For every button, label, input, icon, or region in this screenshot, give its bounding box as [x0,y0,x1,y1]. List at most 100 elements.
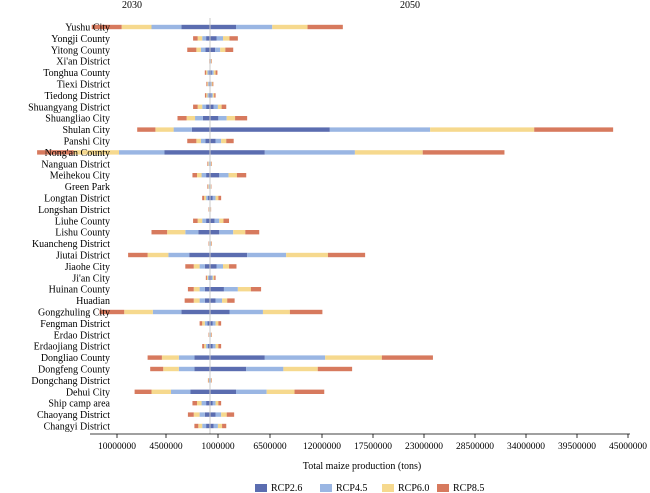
bar-2030-rcp2-6-tiedong-district [208,93,210,98]
bar-2030-rcp4-5-ji-an-city [207,275,209,280]
bar-2050-rcp2-6-meihekou-city [210,173,220,178]
bar-2030-rcp6-0-jiutai-district [147,252,169,258]
category-label-green-park: Green Park [65,182,110,193]
bar-2030-rcp6-0-erdaojiang-district [204,344,207,349]
bar-2050-rcp4-5-dongfeng-county [246,366,284,372]
bar-2030-rcp4-5-nanguan-district [208,161,210,166]
category-label-liuhe-county: Liuhe County [55,216,110,227]
bar-2030-rcp4-5-yushu-city [151,24,182,30]
bar-2050-rcp2-6-dongfeng-county [210,366,247,372]
x-tick-label: 1000000 [201,442,235,452]
bar-2030-rcp6-0-huinan-county [193,287,200,292]
bar-2030-rcp6-0-meihekou-city [197,173,202,178]
category-label-ji-an-city: Ji'an City [72,273,110,284]
x-tick-label: 4500000 [149,442,183,452]
bar-2030-rcp4-5-panshi-city [200,138,206,144]
bar-2030-rcp2-6-yongji-county [206,36,210,41]
bar-2030-rcp6-0-yitong-county [196,47,201,52]
bar-2030-rcp6-0-gongzhuling-city [124,309,153,315]
bar-2030-rcp8-5-tiedong-district [204,93,207,98]
bar-2050-rcp4-5-panshi-city [215,138,222,144]
bar-2050-rcp8-5-shulan-city [534,127,614,132]
bar-2030-rcp6-0-shuangyang-district [197,104,203,109]
legend-label-rcp4-5: RCP4.5 [336,483,367,493]
bar-2030-rcp8-5-huadian [184,298,194,303]
bar-2050-rcp4-5-dongliao-county [264,355,326,360]
bar-2030-rcp6-0-changyi-district [198,423,203,429]
x-tick-label: 28500000 [456,442,494,452]
category-label-dehui-city: Dehui City [66,387,110,398]
x-tick-label: 6500000 [253,442,287,452]
bar-2030-rcp8-5-lishu-county [151,230,168,235]
bar-2030-rcp4-5-gongzhuling-city [152,309,182,315]
bar-2050-rcp6-0-tiexi-district [211,81,213,87]
bar-2050-rcp8-5-panshi-city [226,138,234,144]
bar-2030-rcp8-5-ship-camp-area [192,401,197,406]
category-label-nanguan-district: Nanguan District [41,159,110,170]
bar-2030-rcp8-5-tiexi-district [206,81,208,87]
bar-2030-rcp6-0-green-park [208,184,209,189]
bar-2050-rcp8-5-tonghua-county [215,70,218,75]
bar-2030-rcp6-0-tiedong-district [206,93,208,98]
bar-2030-rcp8-5-tonghua-county [204,70,207,75]
bar-2050-rcp2-6-gongzhuling-city [210,309,230,315]
bar-2050-rcp2-6-jiutai-district [210,252,248,258]
bar-2050-rcp8-5-tiedong-district [214,93,216,98]
bar-2030-rcp4-5-jiutai-district [168,252,190,258]
legend: RCP2.6 RCP4.5 RCP6.0 RCP8.5 [255,483,484,493]
bar-2030-rcp2-6-shuangliao-city [202,116,210,121]
bar-2030-rcp4-5-nong-an-county [119,150,165,155]
bar-2050-rcp4-5-nong-an-county [264,150,355,155]
bar-2050-rcp6-0-shulan-city [430,127,535,132]
bar-2030-rcp4-5-meihekou-city [201,173,207,178]
bar-2030-rcp8-5-liuhe-county [193,218,198,223]
bar-2030-rcp8-5-erdaojiang-district [202,344,205,349]
bar-2030-rcp8-5-longtan-district [202,195,205,201]
left-period-title: 2030 [122,0,142,11]
category-label-dongfeng-county: Dongfeng County [38,365,110,376]
category-label-shuangyang-district: Shuangyang District [28,102,110,113]
bar-2030-rcp2-6-yitong-county [205,47,210,52]
bar-2050-rcp4-5-lishu-county [219,230,234,235]
bar-2050-rcp4-5-longtan-district [212,195,216,201]
bar-2050-rcp2-6-yushu-city [210,24,237,30]
bar-2030-rcp4-5-tiexi-district [208,81,210,87]
bar-2050-rcp4-5-meihekou-city [219,173,229,178]
bar-2050-rcp4-5-shuangyang-district [213,104,218,109]
category-label-gongzhuling-city: Gongzhuling City [38,308,110,319]
bar-2030-rcp4-5-yitong-county [200,47,206,52]
bar-2030-rcp4-5-tonghua-county [207,70,209,75]
bar-2050-rcp2-6-yongji-county [210,36,217,41]
category-label-longshan-district: Longshan District [38,205,110,216]
bar-2050-rcp4-5-gongzhuling-city [229,309,263,315]
bar-2050-rcp4-5-tonghua-county [211,70,214,75]
legend-swatch-rcp4-5 [320,484,332,492]
bar-2050-rcp6-0-chaoyang-district [221,412,227,417]
bar-2050-rcp8-5-ji-an-city [214,275,216,280]
bar-2030-rcp8-5-panshi-city [187,138,197,144]
bar-2050-rcp4-5-fengman-district [212,321,216,326]
bar-2030-rcp2-6-gongzhuling-city [181,309,210,315]
bar-2030-rcp4-5-jiaohe-city [199,264,205,269]
bar-2030-rcp4-5-shuangyang-district [202,104,207,109]
x-axis-label: Total maize production (tons) [303,461,421,472]
bar-2050-rcp8-5-liuhe-county [223,218,230,223]
bar-2030-rcp2-6-yushu-city [181,24,210,30]
bar-2050-rcp4-5-shulan-city [329,127,431,132]
bar-2030-rcp6-0-shuangliao-city [186,116,196,121]
bar-2050-rcp4-5-jiutai-district [247,252,287,258]
category-label-fengman-district: Fengman District [40,319,110,330]
bar-2030-rcp2-6-shuangyang-district [206,104,210,109]
bar-2030-rcp6-0-longtan-district [204,195,207,201]
x-tick-label: 34000000 [507,442,545,452]
bar-2050-rcp4-5-ship-camp-area [212,401,216,406]
x-tick-label: 39500000 [558,442,596,452]
bar-2050-rcp2-6-panshi-city [210,138,216,144]
bar-2050-rcp8-5-yitong-county [225,47,234,52]
category-label-changyi-district: Changyi District [44,422,111,433]
bar-2050-rcp2-6-jiaohe-city [210,264,217,269]
category-label-yushu-city: Yushu City [65,23,110,34]
bar-2050-rcp8-5-jiutai-district [327,252,366,258]
bar-2050-rcp8-5-huadian [227,298,235,303]
